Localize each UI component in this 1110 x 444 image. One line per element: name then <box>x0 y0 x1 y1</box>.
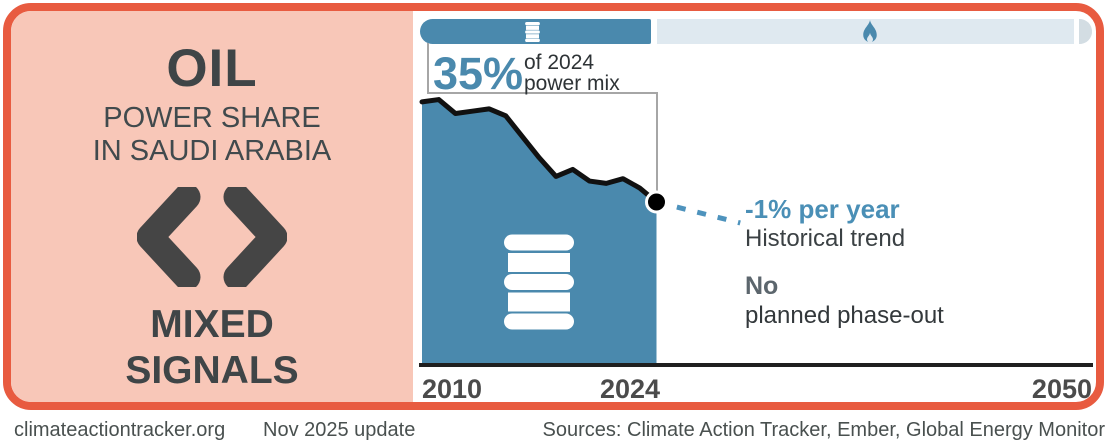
verdict-icon-wrap <box>11 183 413 292</box>
panel-subtitle: POWER SHARE IN SAUDI ARABIA <box>92 102 332 167</box>
verdict-label: MIXED SIGNALS <box>125 303 299 392</box>
gas-flame-icon <box>863 20 877 43</box>
bar-fill-separator <box>651 19 657 44</box>
x-tick-2010: 2010 <box>422 374 483 404</box>
label-connector-left <box>427 43 429 93</box>
x-tick-2024: 2024 <box>599 374 661 404</box>
phaseout-value: No <box>745 272 779 300</box>
footer-update-date: Nov 2025 update <box>263 419 416 441</box>
trend-value: -1% per year <box>745 194 900 224</box>
footer-site-url: climateactiontracker.org <box>14 419 226 441</box>
infographic-card: OIL POWER SHARE IN SAUDI ARABIA MIXED SI… <box>3 3 1104 410</box>
share-caption: of 2024 power mix <box>524 51 620 95</box>
oil-barrel-icon <box>504 234 574 330</box>
mixed-signals-chevrons-icon <box>136 183 288 291</box>
trend-caption: Historical trend <box>745 225 906 252</box>
footer-sources: Sources: Climate Action Tracker, Ember, … <box>542 419 1105 441</box>
label-connector-bottom <box>427 92 658 94</box>
label-connector-dropline <box>656 94 658 194</box>
fuel-summary-panel: OIL POWER SHARE IN SAUDI ARABIA MIXED SI… <box>11 11 413 402</box>
share-value: 35% <box>433 48 524 99</box>
x-tick-2050: 2050 <box>1031 374 1092 404</box>
oil-barrel-icon <box>525 22 540 42</box>
bar-cap-separator <box>1074 19 1079 44</box>
bar-end-cap <box>1079 19 1092 44</box>
phaseout-caption: planned phase-out <box>745 302 944 329</box>
fuel-title: OIL <box>166 39 258 98</box>
